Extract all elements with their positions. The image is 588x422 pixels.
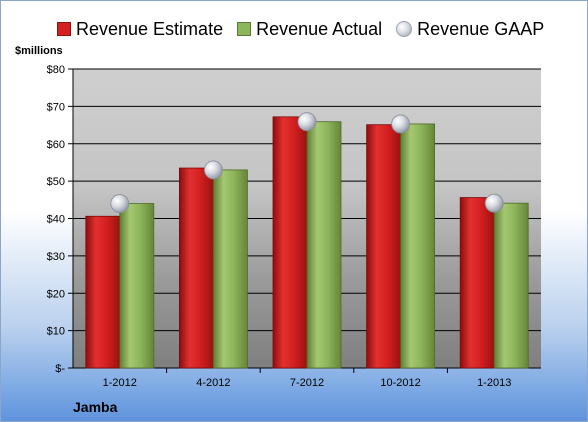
legend-item-actual: Revenue Actual	[237, 19, 382, 40]
y-tick-label: $30	[47, 251, 65, 263]
bar-revenue-estimate	[366, 124, 402, 369]
y-tick-label: $50	[47, 176, 65, 188]
legend: Revenue Estimate Revenue Actual Revenue …	[57, 17, 558, 41]
legend-item-estimate: Revenue Estimate	[57, 19, 223, 40]
legend-label-gaap: Revenue GAAP	[417, 18, 545, 39]
x-tick-label: 1-2013	[477, 377, 511, 389]
marker-revenue-gaap	[297, 112, 317, 132]
bar-revenue-actual	[306, 121, 342, 369]
bar-revenue-estimate	[178, 167, 214, 369]
bar-revenue-actual	[212, 169, 248, 369]
y-tick-label: $20	[47, 288, 65, 300]
marker-revenue-gaap	[110, 194, 130, 213]
x-tick-label: 7-2012	[290, 377, 324, 389]
legend-swatch-actual	[237, 22, 252, 36]
y-tick-label: $60	[47, 139, 65, 151]
x-tick-label: 10-2012	[380, 377, 420, 389]
bar-revenue-estimate	[272, 116, 308, 369]
x-tick-label: 4-2012	[196, 377, 230, 389]
bar-revenue-actual	[493, 202, 529, 369]
y-tick-label: $40	[47, 214, 65, 226]
y-axis-unit-label: $millions	[15, 45, 63, 57]
bar-revenue-actual	[400, 123, 436, 369]
y-tick-label: $70	[47, 101, 65, 113]
legend-swatch-estimate	[57, 22, 71, 36]
marker-revenue-gaap	[203, 160, 223, 180]
marker-revenue-gaap	[484, 193, 504, 213]
bar-revenue-estimate	[85, 215, 121, 369]
legend-label-estimate: Revenue Estimate	[76, 18, 224, 39]
bar-revenue-estimate	[459, 197, 495, 369]
company-label: Jamba	[73, 399, 118, 415]
y-tick-label: $10	[47, 326, 65, 338]
legend-marker-gaap	[396, 21, 413, 37]
bar-revenue-actual	[119, 203, 155, 369]
legend-item-gaap: Revenue GAAP	[396, 19, 544, 40]
legend-label-actual: Revenue Actual	[256, 18, 383, 39]
marker-revenue-gaap	[391, 114, 411, 134]
y-tick-label: $-	[55, 363, 65, 375]
y-tick-label: $80	[47, 64, 65, 76]
x-tick-label: 1-2012	[103, 377, 137, 389]
